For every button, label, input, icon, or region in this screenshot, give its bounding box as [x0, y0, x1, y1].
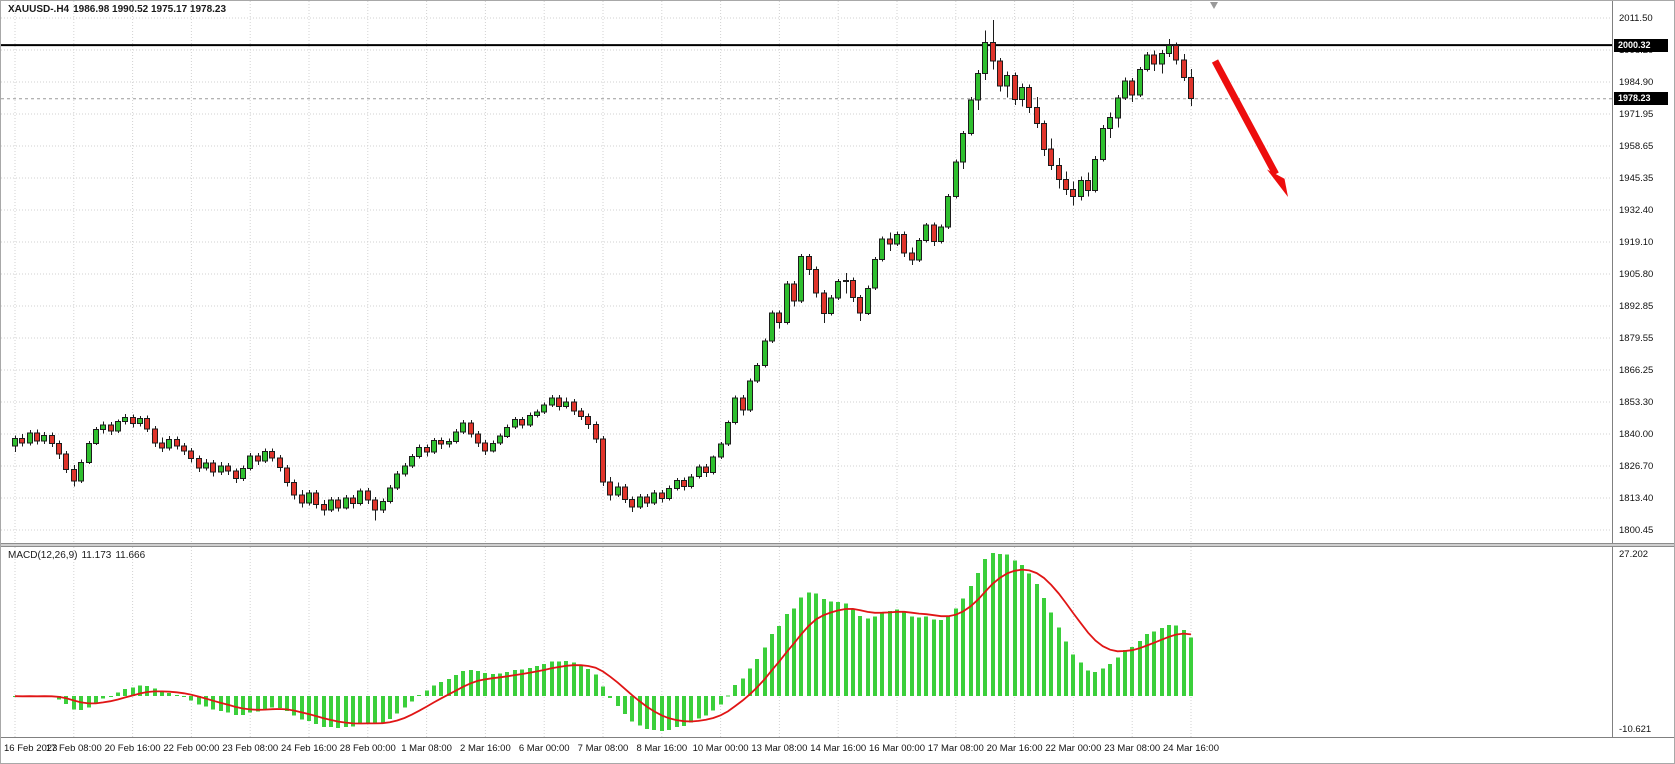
price-chart-pane[interactable]: XAUUSD-.H4 1986.98 1990.52 1975.17 1978.2… [1, 1, 1612, 543]
shift-marker-icon [1210, 2, 1218, 9]
pane-divider[interactable] [1, 543, 1674, 547]
time-axis-label: 24 Feb 16:00 [281, 743, 337, 754]
macd-row: MACD(12,26,9) 11.173 11.666 27.202 -10.621 [1, 547, 1674, 737]
time-axis-label: 17 Mar 08:00 [927, 743, 984, 754]
price-axis-label: 2011.50 [1619, 13, 1653, 24]
macd-scale-max: 27.202 [1619, 549, 1649, 560]
macd-main-value: 11.173 [81, 550, 112, 561]
price-axis-label: 1892.85 [1619, 301, 1654, 312]
price-axis[interactable]: 2011.501998.201984.901971.951958.651945.… [1612, 1, 1674, 543]
time-axis-label: 16 Mar 00:00 [869, 743, 925, 754]
price-chart-canvas[interactable] [1, 1, 1612, 543]
time-axis-label: 7 Mar 08:00 [577, 743, 629, 754]
time-axis-label: 16 Feb 2023 [4, 743, 58, 754]
time-axis-label: 20 Mar 16:00 [986, 743, 1043, 754]
time-axis-label: 10 Mar 00:00 [692, 743, 749, 754]
price-axis-label: 1840.00 [1619, 429, 1654, 440]
candles [12, 20, 1194, 521]
macd-scale-min: -10.621 [1619, 724, 1652, 735]
macd-name-label: MACD(12,26,9) [8, 550, 78, 561]
time-axis-label: 23 Feb 08:00 [222, 743, 279, 754]
price-axis-label: 1905.80 [1619, 269, 1654, 280]
price-axis-label: 1932.40 [1619, 205, 1654, 216]
time-axis-separator [1, 737, 1674, 738]
price-axis-label: 1813.40 [1619, 493, 1654, 504]
macd-pane[interactable]: MACD(12,26,9) 11.173 11.666 [1, 547, 1612, 737]
price-row: XAUUSD-.H4 1986.98 1990.52 1975.17 1978.2… [1, 1, 1674, 543]
bid-price-badge: 1978.23 [1614, 92, 1668, 106]
ohlc-values-label: 1986.98 1990.52 1975.17 1978.23 [73, 4, 227, 15]
price-axis-label: 1958.65 [1619, 141, 1654, 152]
time-axis-label: 22 Feb 00:00 [163, 743, 220, 754]
time-axis-label: 6 Mar 00:00 [518, 743, 570, 754]
price-axis-label: 1826.70 [1619, 461, 1654, 472]
price-axis-label: 1919.10 [1619, 237, 1654, 248]
time-axis-label: 22 Mar 00:00 [1045, 743, 1102, 754]
time-axis-label: 28 Feb 00:00 [339, 743, 396, 754]
time-axis-label: 23 Mar 08:00 [1104, 743, 1161, 754]
price-axis-label: 1853.30 [1619, 397, 1654, 408]
price-axis-label: 1984.90 [1619, 77, 1654, 88]
price-axis-label: 1945.35 [1619, 173, 1654, 184]
time-axis[interactable]: 16 Feb 2023 17 Feb 08:00 20 Feb 16:00 22 Fe… [1, 738, 1674, 763]
price-axis-label: 1866.25 [1619, 365, 1654, 376]
symbol-timeframe-label: XAUUSD-.H4 [8, 4, 70, 15]
price-axis-label: 1971.95 [1619, 109, 1654, 120]
price-axis-label: 1879.55 [1619, 333, 1654, 344]
time-axis-label: 13 Mar 08:00 [751, 743, 808, 754]
price-gridlines [1, 1, 1612, 543]
time-axis-label: 8 Mar 16:00 [636, 743, 688, 754]
macd-indicator-label: MACD(12,26,9) 11.173 11.666 [8, 550, 149, 561]
trend-arrow[interactable] [1211, 59, 1288, 197]
macd-histogram [13, 553, 1193, 731]
time-axis-label: 1 Mar 08:00 [401, 743, 452, 754]
time-axis-label: 2 Mar 16:00 [460, 743, 511, 754]
chart-title: XAUUSD-.H4 1986.98 1990.52 1975.17 1978.2… [8, 4, 230, 15]
time-axis-label: 20 Feb 16:00 [104, 743, 161, 754]
time-axis-label: 24 Mar 16:00 [1163, 743, 1219, 754]
macd-signal-line [14, 568, 1192, 725]
time-axis-label: 14 Mar 16:00 [810, 743, 867, 754]
price-axis-label: 1800.45 [1619, 525, 1654, 536]
time-axis-label: 17 Feb 08:00 [45, 743, 102, 754]
hline-price-badge: 2000.32 [1614, 38, 1668, 52]
macd-chart-canvas[interactable] [1, 547, 1612, 737]
macd-axis: 27.202 -10.621 [1612, 547, 1674, 737]
macd-signal-value: 11.666 [115, 550, 146, 561]
